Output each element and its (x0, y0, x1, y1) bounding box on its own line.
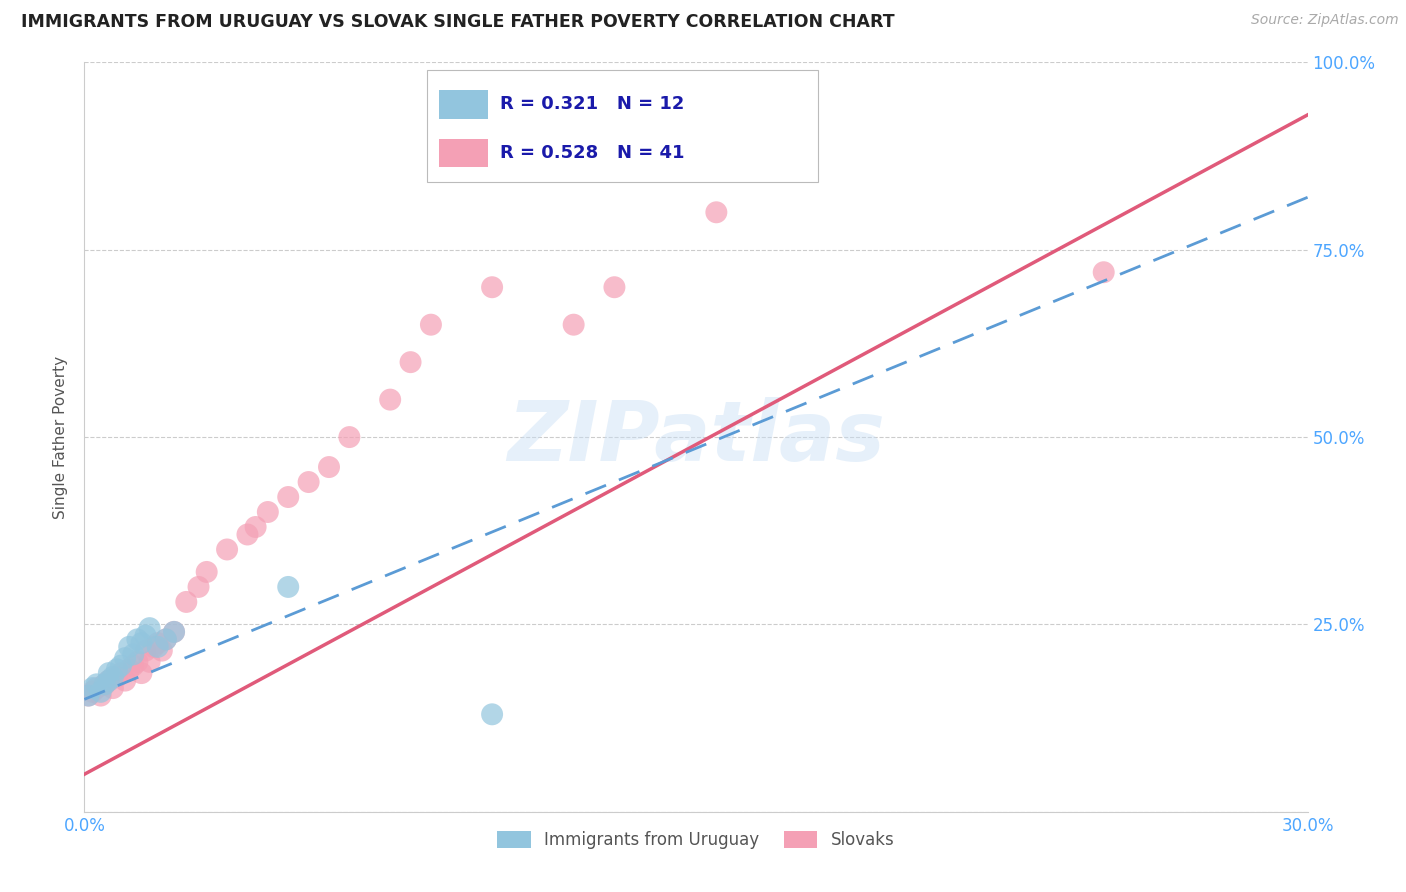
Point (110, 658, 132, 673)
Point (90, 685, 112, 699)
Point (118, 640, 141, 654)
Point (163, 624, 186, 639)
Text: ZIPatlas: ZIPatlas (508, 397, 884, 477)
Point (105, 662, 128, 676)
Point (195, 565, 218, 579)
Point (101, 670, 124, 684)
Text: IMMIGRANTS FROM URUGUAY VS SLOVAK SINGLE FATHER POVERTY CORRELATION CHART: IMMIGRANTS FROM URUGUAY VS SLOVAK SINGLE… (21, 13, 894, 31)
Point (298, 475, 321, 489)
Point (127, 632, 149, 647)
Point (101, 681, 124, 695)
Point (138, 655, 160, 669)
Text: R = 0.528   N = 41: R = 0.528 N = 41 (501, 145, 685, 162)
Point (77, 689, 100, 703)
Point (339, 430, 361, 444)
Point (135, 643, 157, 657)
Point (90, 689, 112, 703)
Point (105, 670, 128, 684)
Point (174, 595, 197, 609)
Point (122, 648, 145, 662)
Point (114, 673, 136, 688)
Point (399, 355, 422, 369)
Point (318, 460, 340, 475)
Point (110, 666, 132, 681)
Point (155, 632, 177, 647)
Point (86, 681, 108, 695)
Point (706, 205, 728, 219)
Point (131, 636, 153, 650)
Point (257, 505, 280, 519)
Point (562, 318, 585, 332)
Point (93, 677, 115, 691)
Point (82, 681, 104, 695)
Point (82, 685, 104, 699)
Point (245, 520, 267, 534)
Point (146, 636, 169, 650)
Legend: Immigrants from Uruguay, Slovaks: Immigrants from Uruguay, Slovaks (491, 824, 901, 855)
FancyBboxPatch shape (427, 70, 818, 182)
Point (217, 542, 239, 557)
Point (97, 666, 120, 681)
Point (481, 707, 503, 722)
Point (142, 640, 165, 654)
FancyBboxPatch shape (439, 90, 488, 119)
Point (122, 658, 145, 673)
Point (277, 490, 299, 504)
Point (277, 580, 299, 594)
Point (97, 673, 120, 688)
Point (114, 651, 136, 665)
Point (1092, 265, 1115, 279)
Point (380, 392, 402, 407)
Point (135, 629, 157, 643)
Text: Source: ZipAtlas.com: Source: ZipAtlas.com (1251, 13, 1399, 28)
Point (420, 318, 443, 332)
Point (97, 673, 120, 688)
Point (481, 280, 503, 294)
Point (163, 624, 186, 639)
FancyBboxPatch shape (439, 139, 488, 168)
Point (155, 632, 177, 647)
Point (127, 655, 149, 669)
Point (187, 580, 209, 594)
Point (86, 677, 108, 691)
Point (93, 677, 115, 691)
Point (146, 640, 169, 654)
Y-axis label: Single Father Poverty: Single Father Poverty (53, 356, 69, 518)
Point (150, 643, 173, 657)
Point (118, 662, 141, 676)
Point (236, 527, 259, 541)
Point (138, 621, 160, 635)
Point (131, 666, 153, 681)
Text: R = 0.321   N = 12: R = 0.321 N = 12 (501, 95, 685, 113)
Point (787, 74, 810, 88)
Point (603, 280, 626, 294)
Point (77, 689, 100, 703)
